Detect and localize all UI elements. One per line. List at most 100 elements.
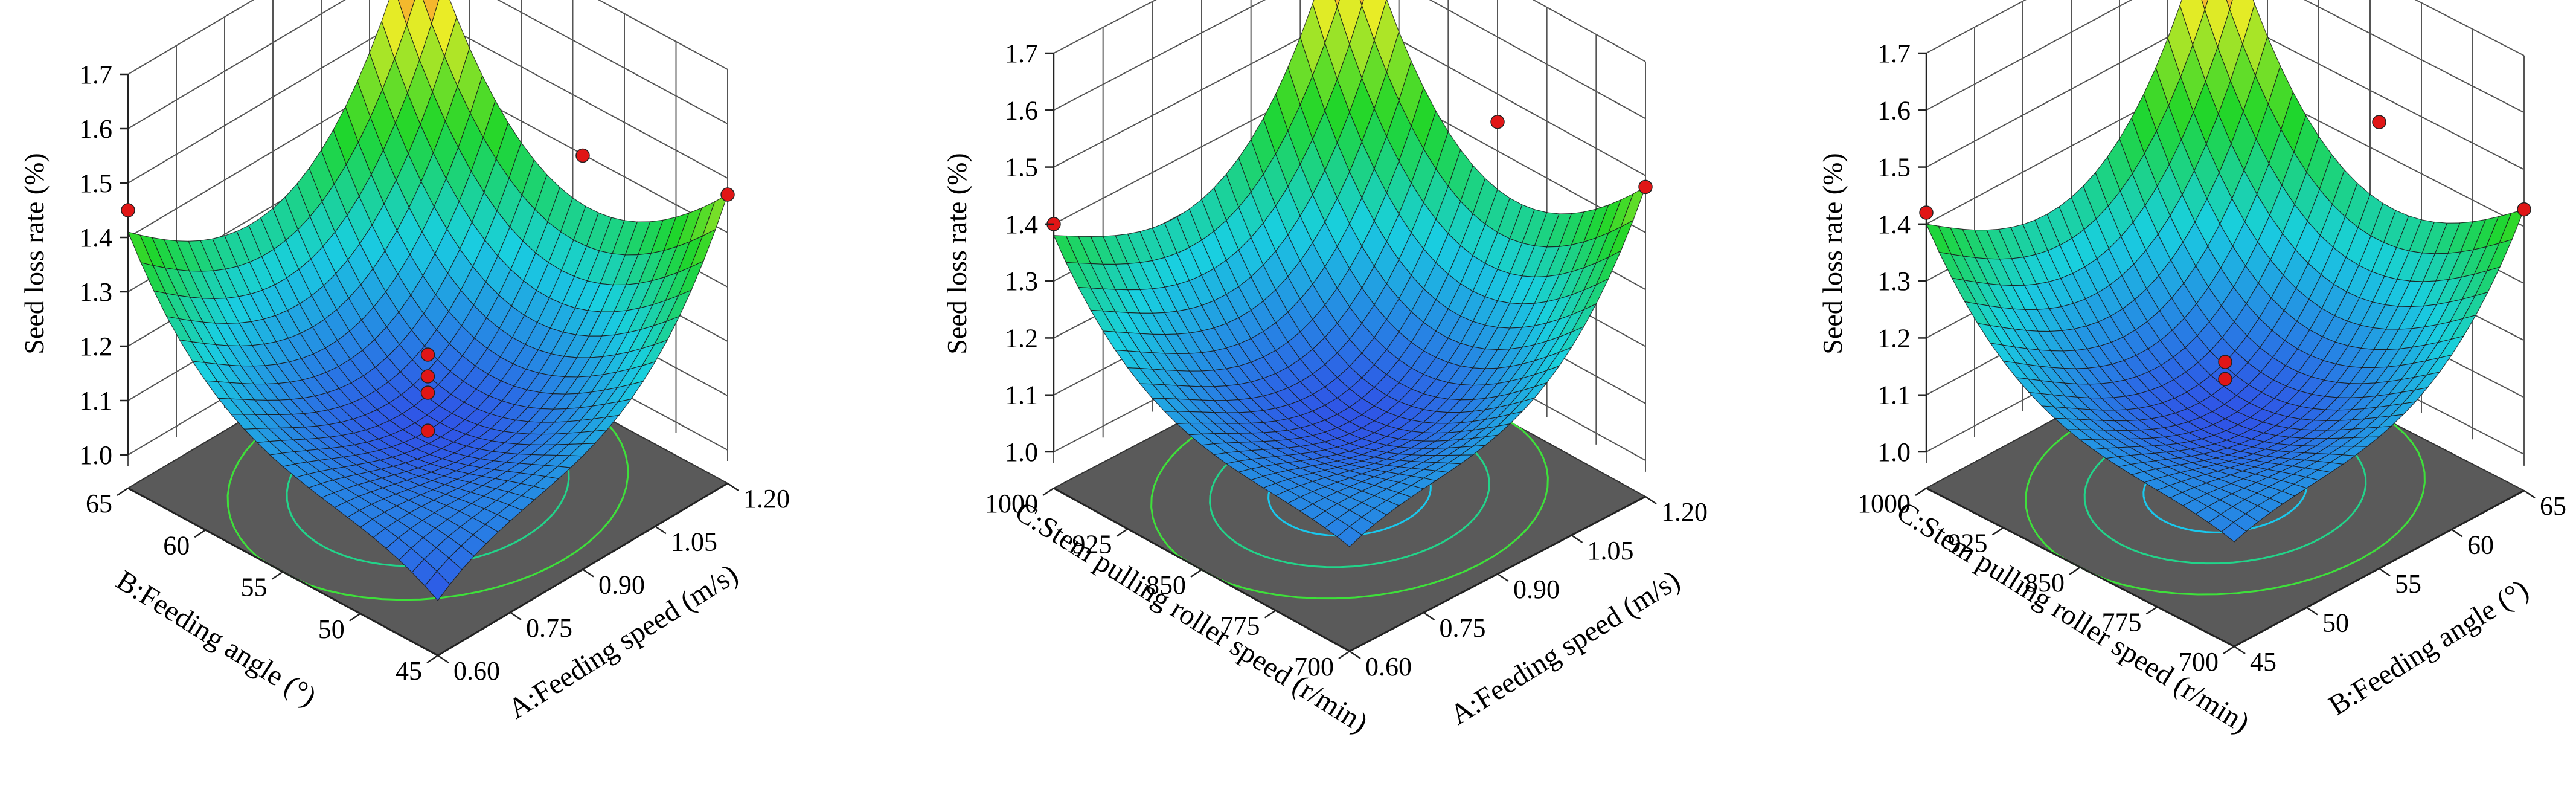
z-tick-label: 1.3: [1877, 266, 1911, 296]
x-axis-label: B:Feeding angle (°): [2323, 573, 2534, 722]
y-tick: [1264, 610, 1277, 619]
y-tick-label: 925: [1948, 529, 1988, 558]
z-axis-label: Seed loss rate (%): [1817, 153, 1848, 354]
y-tick-label: 775: [2102, 608, 2142, 637]
x-tick-label: 50: [2322, 608, 2349, 638]
x-tick-label: 55: [2395, 569, 2421, 599]
x-tick-labels: 0.60 0.75 0.90 1.05 1.20: [1349, 495, 1708, 681]
y-tick-label: 45: [396, 656, 422, 686]
design-point: [420, 385, 435, 400]
x-tick-label: 0.75: [1440, 613, 1486, 643]
response-surface: [1053, 0, 1647, 547]
x-tick: [2379, 567, 2391, 577]
x-tick-label: 0.90: [1513, 575, 1560, 604]
y-tick-label: 850: [1146, 570, 1186, 600]
x-tick: [510, 611, 522, 620]
y-tick-label: 1000: [985, 489, 1038, 518]
y-tick: [426, 654, 438, 664]
z-axis-label: Seed loss rate (%): [941, 153, 972, 354]
design-point: [420, 369, 435, 384]
x-tick: [655, 526, 667, 535]
x-tick: [582, 568, 594, 578]
y-tick: [1915, 487, 1927, 497]
y-tick-label: 850: [2025, 568, 2065, 597]
grid-line: [1926, 0, 2525, 114]
z-tick-labels: 1.0 1.1 1.2 1.3 1.4 1.5 1.6 1.7: [1877, 39, 1926, 467]
surface-facet: [2226, 0, 2233, 11]
y-tick: [117, 487, 129, 497]
design-point: [575, 148, 590, 163]
z-tick-label: 1.2: [79, 332, 112, 361]
x-tick: [2451, 529, 2463, 538]
x-tick-label: 1.05: [671, 527, 717, 556]
design-points: [1919, 115, 2531, 387]
y-tick-label: 925: [1072, 530, 1112, 559]
response-surface: [1926, 0, 2525, 543]
z-tick-label: 1.0: [79, 440, 112, 470]
x-tick: [1423, 611, 1435, 621]
x-tick: [2523, 489, 2536, 499]
y-tick-label: 50: [318, 614, 345, 644]
x-tick: [1349, 650, 1361, 660]
y-tick: [2145, 606, 2158, 615]
y-tick-label: 1000: [1857, 489, 1911, 518]
y-tick-label: 700: [1294, 652, 1334, 681]
y-tick: [349, 613, 361, 622]
x-tick: [1645, 495, 1657, 505]
surface-facet: [1359, 0, 1364, 7]
z-tick-label: 1.5: [1005, 153, 1038, 182]
design-point: [420, 423, 435, 438]
y-tick-label: 55: [241, 573, 268, 602]
z-tick-label: 1.0: [1005, 437, 1038, 467]
z-tick-label: 1.6: [79, 114, 112, 144]
y-tick-labels: 700 775 850 925 1000: [1857, 487, 2235, 677]
z-tick-label: 1.4: [1005, 210, 1038, 239]
y-tick: [1991, 527, 2004, 536]
z-tick-label: 1.2: [1877, 323, 1911, 353]
z-tick-label: 1.0: [1877, 437, 1911, 467]
y-tick: [1042, 487, 1054, 497]
z-tick-label: 1.1: [1005, 381, 1038, 410]
z-tick-label: 1.6: [1005, 95, 1038, 125]
x-tick-labels: 0.60 0.75 0.90 1.05 1.20: [437, 482, 790, 686]
design-point: [2218, 372, 2232, 387]
y-tick-labels: 45 50 55 60 65: [86, 487, 438, 686]
y-tick: [2069, 566, 2081, 576]
grid-line: [127, 0, 728, 75]
y-tick-label: 60: [163, 530, 190, 560]
x-axis-label: A:Feeding speed (m/s): [1444, 564, 1685, 732]
design-point: [2218, 355, 2232, 369]
x-tick: [2234, 645, 2246, 655]
z-tick-label: 1.4: [79, 223, 112, 253]
z-axis-label: Seed loss rate (%): [19, 153, 50, 354]
y-tick-label: 775: [1220, 611, 1260, 641]
x-tick: [1497, 573, 1509, 582]
y-tick-label: 700: [2179, 647, 2219, 677]
y-tick: [1116, 528, 1129, 537]
y-tick: [271, 571, 284, 580]
x-tick-label: 45: [2250, 647, 2276, 677]
z-tick-labels: 1.0 1.1 1.2 1.3 1.4 1.5 1.6 1.7: [1005, 39, 1054, 467]
design-point: [1638, 179, 1653, 195]
design-point: [1490, 114, 1505, 129]
z-tick-label: 1.3: [79, 277, 112, 307]
x-tick-label: 1.20: [743, 484, 790, 514]
y-tick: [1190, 568, 1202, 578]
surface-facet: [424, 570, 450, 601]
design-point: [1919, 205, 1934, 220]
y-tick: [2223, 645, 2235, 655]
x-tick-label: 60: [2467, 530, 2494, 560]
grid-line: [1053, 0, 1646, 120]
z-tick-label: 1.7: [1877, 39, 1911, 68]
z-tick-label: 1.2: [1005, 323, 1038, 353]
z-tick-label: 1.5: [1877, 153, 1911, 182]
grid-line: [1053, 0, 1646, 62]
response-surface: [127, 0, 728, 601]
x-tick: [2306, 607, 2318, 616]
surface-plot-a-b: 1.0 1.1 1.2 1.3 1.4 1.5 1.6 1.7 0.60 0.75 0.90 1.0…: [19, 0, 790, 725]
x-tick-label: 65: [2540, 491, 2566, 521]
design-point: [121, 203, 135, 217]
x-tick: [727, 482, 739, 492]
z-tick-label: 1.7: [1005, 39, 1038, 68]
